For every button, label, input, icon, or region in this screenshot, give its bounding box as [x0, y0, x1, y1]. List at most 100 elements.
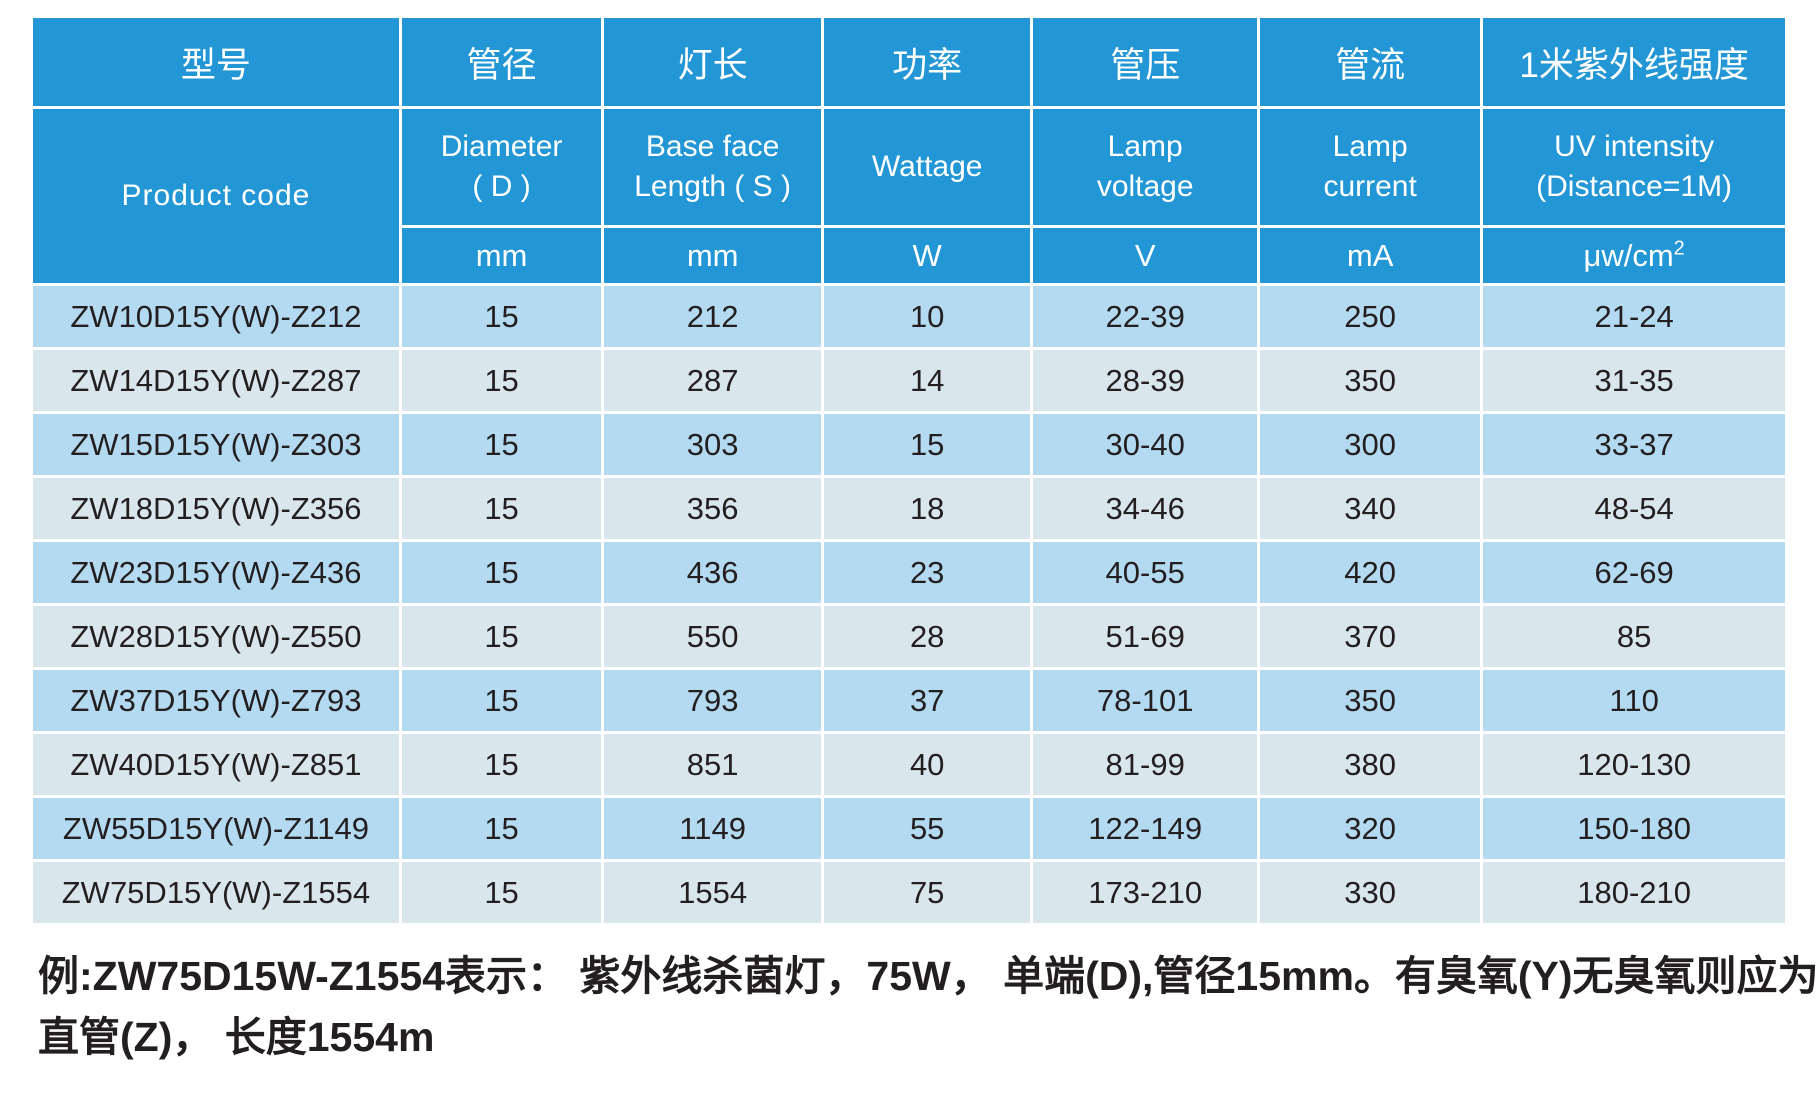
cell-voltage: 173-210 — [1033, 862, 1258, 923]
cell-diameter: 15 — [401, 542, 602, 603]
cell-wattage: 18 — [824, 478, 1031, 539]
table-row: ZW10D15Y(W)-Z212 15 212 10 22-39 250 21-24 — [33, 286, 1785, 347]
header-wattage-en: Wattage — [824, 109, 1031, 225]
header-row-english: Product code Diameter ( D ) Base face Le… — [33, 109, 1785, 283]
uv-lamp-spec-table: 型号 管径 灯长 功率 管压 管流 1米紫外线强度 Product code D… — [30, 15, 1788, 926]
cell-uv-intensity: 31-35 — [1483, 350, 1785, 411]
cell-length: 287 — [604, 350, 822, 411]
unit-uv-superscript: 2 — [1673, 237, 1685, 260]
cell-current: 320 — [1260, 798, 1481, 859]
header-wattage-cn: 功率 — [824, 18, 1031, 106]
cell-diameter: 15 — [401, 862, 602, 923]
cell-diameter: 15 — [401, 670, 602, 731]
table-row: ZW15D15Y(W)-Z303 15 303 15 30-40 300 33-37 — [33, 414, 1785, 475]
cell-length: 212 — [604, 286, 822, 347]
table-body: ZW10D15Y(W)-Z212 15 212 10 22-39 250 21-24 ZW14… — [33, 286, 1785, 923]
cell-voltage: 28-39 — [1033, 350, 1258, 411]
cell-product-code: ZW15D15Y(W)-Z303 — [33, 414, 399, 475]
header-product-code: Product code — [33, 109, 399, 283]
cell-uv-intensity: 120-130 — [1483, 734, 1785, 795]
footnote: 例:ZW75D15W-Z1554表示： 紫外线杀菌灯，75W， 单端(D),管径… — [38, 946, 1816, 1067]
cell-voltage: 78-101 — [1033, 670, 1258, 731]
cell-uv-intensity: 33-37 — [1483, 414, 1785, 475]
unit-diameter: mm — [401, 228, 602, 283]
cell-voltage: 122-149 — [1033, 798, 1258, 859]
unit-current: mA — [1260, 228, 1481, 283]
header-voltage-cn: 管压 — [1033, 18, 1258, 106]
cell-current: 380 — [1260, 734, 1481, 795]
header-row-units: mm mm W V mA μw/cm2 — [33, 228, 1785, 283]
header-uv-en: UV intensity (Distance=1M) — [1483, 109, 1785, 225]
table-row: ZW18D15Y(W)-Z356 15 356 18 34-46 340 48-54 — [33, 478, 1785, 539]
header-current-cn: 管流 — [1260, 18, 1481, 106]
unit-voltage: V — [1033, 228, 1258, 283]
cell-diameter: 15 — [401, 478, 602, 539]
unit-wattage: W — [824, 228, 1031, 283]
cell-uv-intensity: 85 — [1483, 606, 1785, 667]
cell-current: 300 — [1260, 414, 1481, 475]
cell-current: 340 — [1260, 478, 1481, 539]
cell-diameter: 15 — [401, 734, 602, 795]
cell-uv-intensity: 180-210 — [1483, 862, 1785, 923]
cell-current: 330 — [1260, 862, 1481, 923]
unit-length: mm — [604, 228, 822, 283]
cell-uv-intensity: 110 — [1483, 670, 1785, 731]
header-diameter-cn: 管径 — [401, 18, 602, 106]
table-row: ZW23D15Y(W)-Z436 15 436 23 40-55 420 62-69 — [33, 542, 1785, 603]
header-length-en: Base face Length ( S ) — [604, 109, 822, 225]
table-row: ZW75D15Y(W)-Z1554 15 1554 75 173-210 330 180-2… — [33, 862, 1785, 923]
cell-wattage: 14 — [824, 350, 1031, 411]
unit-uv-base: μw/cm — [1583, 237, 1674, 273]
cell-length: 550 — [604, 606, 822, 667]
cell-uv-intensity: 48-54 — [1483, 478, 1785, 539]
cell-product-code: ZW40D15Y(W)-Z851 — [33, 734, 399, 795]
cell-product-code: ZW10D15Y(W)-Z212 — [33, 286, 399, 347]
cell-wattage: 28 — [824, 606, 1031, 667]
cell-diameter: 15 — [401, 606, 602, 667]
footnote-line2: 直管(Z)， 长度1554m — [38, 1013, 435, 1060]
table-row: ZW55D15Y(W)-Z1149 15 1149 55 122-149 320 150-1… — [33, 798, 1785, 859]
cell-wattage: 75 — [824, 862, 1031, 923]
cell-uv-intensity: 62-69 — [1483, 542, 1785, 603]
cell-diameter: 15 — [401, 286, 602, 347]
cell-voltage: 40-55 — [1033, 542, 1258, 603]
cell-product-code: ZW75D15Y(W)-Z1554 — [33, 862, 399, 923]
header-voltage-en: Lamp voltage — [1033, 109, 1258, 225]
footnote-line1: 例:ZW75D15W-Z1554表示： 紫外线杀菌灯，75W， 单端(D),管径… — [38, 953, 1816, 999]
cell-uv-intensity: 21-24 — [1483, 286, 1785, 347]
cell-length: 356 — [604, 478, 822, 539]
cell-product-code: ZW23D15Y(W)-Z436 — [33, 542, 399, 603]
cell-wattage: 15 — [824, 414, 1031, 475]
cell-product-code: ZW14D15Y(W)-Z287 — [33, 350, 399, 411]
cell-diameter: 15 — [401, 350, 602, 411]
cell-uv-intensity: 150-180 — [1483, 798, 1785, 859]
cell-wattage: 10 — [824, 286, 1031, 347]
cell-wattage: 40 — [824, 734, 1031, 795]
cell-wattage: 55 — [824, 798, 1031, 859]
header-uv-cn: 1米紫外线强度 — [1483, 18, 1785, 106]
cell-current: 350 — [1260, 350, 1481, 411]
cell-current: 370 — [1260, 606, 1481, 667]
header-row-chinese: 型号 管径 灯长 功率 管压 管流 1米紫外线强度 — [33, 18, 1785, 106]
cell-wattage: 23 — [824, 542, 1031, 603]
cell-length: 793 — [604, 670, 822, 731]
cell-product-code: ZW55D15Y(W)-Z1149 — [33, 798, 399, 859]
cell-length: 1149 — [604, 798, 822, 859]
cell-length: 436 — [604, 542, 822, 603]
table-row: ZW28D15Y(W)-Z550 15 550 28 51-69 370 85 — [33, 606, 1785, 667]
unit-uv-intensity: μw/cm2 — [1483, 228, 1785, 283]
cell-voltage: 22-39 — [1033, 286, 1258, 347]
cell-diameter: 15 — [401, 798, 602, 859]
cell-wattage: 37 — [824, 670, 1031, 731]
cell-length: 851 — [604, 734, 822, 795]
cell-voltage: 34-46 — [1033, 478, 1258, 539]
cell-product-code: ZW28D15Y(W)-Z550 — [33, 606, 399, 667]
header-diameter-en: Diameter ( D ) — [401, 109, 602, 225]
header-current-en: Lamp current — [1260, 109, 1481, 225]
header-model-cn: 型号 — [33, 18, 399, 106]
cell-length: 303 — [604, 414, 822, 475]
cell-current: 420 — [1260, 542, 1481, 603]
cell-diameter: 15 — [401, 414, 602, 475]
table-row: ZW40D15Y(W)-Z851 15 851 40 81-99 380 120-130 — [33, 734, 1785, 795]
